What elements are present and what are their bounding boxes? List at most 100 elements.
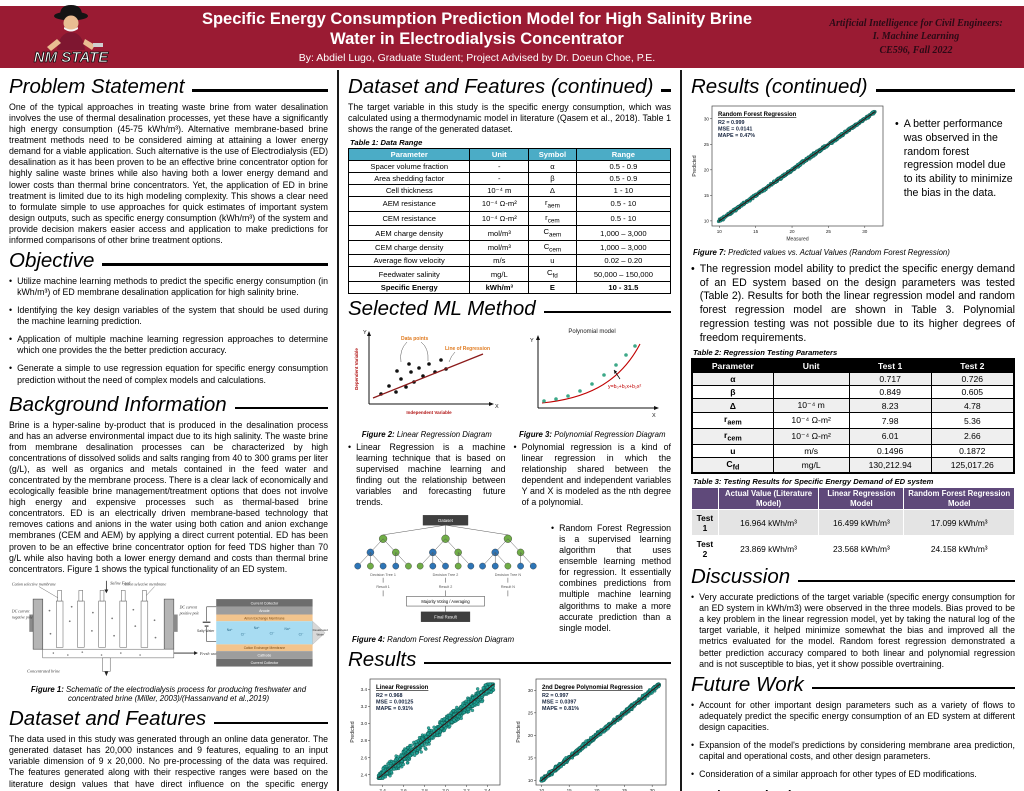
svg-text:Cl⁻: Cl⁻	[269, 631, 274, 635]
svg-text:DC current: DC current	[178, 605, 197, 609]
svg-text:20: 20	[789, 229, 795, 234]
svg-text:R2 = 0.999: R2 = 0.999	[718, 120, 745, 126]
table-cell: mol/m³	[469, 239, 530, 256]
table-cell: α	[528, 160, 577, 174]
table-cell: 23.568 kWh/m³	[818, 535, 905, 563]
section-heading-discussion: Discussion	[691, 565, 1015, 589]
svg-text:MSE = 0.00125: MSE = 0.00125	[376, 699, 413, 705]
svg-text:15: 15	[704, 193, 710, 198]
svg-text:25: 25	[622, 788, 628, 791]
svg-text:3.4: 3.4	[484, 788, 491, 791]
figure2-block: Y X Data points Line of Regression	[348, 324, 506, 442]
table-header-row: Actual Value (Literature Model) Linear Re…	[691, 487, 1015, 511]
table-row: CEM resistance 10⁻⁴ Ω-m² rcem 0.5 - 10	[347, 210, 672, 227]
table-cell: 24.158 kWh/m³	[903, 535, 1015, 563]
dataset-text: The data used in this study was generate…	[9, 734, 328, 791]
figure3-block: Polynomial model Y X y=b₀+b₁x+b₂	[514, 324, 672, 442]
table-cell: CEM charge density	[347, 239, 471, 256]
course-line: CE596, Fall 2022	[879, 44, 953, 56]
svg-text:30: 30	[704, 116, 710, 121]
column-header: Random Forest Regression Model	[903, 487, 1015, 511]
svg-text:positive pole: positive pole	[178, 611, 199, 615]
svg-text:Cation Exchange Membrane: Cation Exchange Membrane	[243, 646, 285, 650]
table-cell: 16.499 kWh/m³	[818, 509, 905, 537]
svg-text:MSE = 0.0141: MSE = 0.0141	[718, 127, 752, 133]
table-cell: 130,212.94	[848, 456, 932, 474]
table-cell: β	[691, 385, 774, 400]
svg-text:DC current: DC current	[10, 609, 29, 613]
svg-text:15: 15	[528, 755, 534, 760]
svg-text:10: 10	[528, 778, 534, 783]
svg-text:Decision Tree N: Decision Tree N	[495, 573, 522, 577]
section-heading-background: Background Information	[9, 393, 328, 417]
column-left: Problem Statement One of the typical app…	[0, 70, 337, 791]
svg-text:Result 1: Result 1	[376, 585, 390, 589]
svg-text:10: 10	[539, 788, 545, 791]
svg-text:10: 10	[704, 219, 710, 224]
svg-text:negative pole: negative pole	[11, 615, 32, 619]
svg-text:Result 2: Result 2	[439, 585, 453, 589]
svg-text:Na⁺: Na⁺	[226, 628, 232, 632]
table-cell: 8.23	[848, 398, 932, 414]
table-cell: 1,000 – 3,000	[575, 239, 672, 256]
svg-text:Decision Tree 1: Decision Tree 1	[370, 573, 396, 577]
column-middle: Dataset and Features (continued) The tar…	[339, 70, 680, 791]
figure2-caption: Figure 2: Linear Regression Diagram	[361, 429, 492, 439]
bullet-regression-testing: • The regression model ability to predict…	[691, 262, 1015, 344]
svg-text:2.4: 2.4	[380, 788, 387, 791]
section-heading-dataset-continued: Dataset and Features (continued)	[348, 75, 671, 99]
table-cell: 0.717	[848, 372, 932, 387]
figure4-block: Dataset Decision Tree 1 Result 1 Decision T…	[348, 511, 543, 632]
table-row: β 0.849 0.605	[691, 385, 1015, 400]
table-cell: Cfd	[691, 456, 774, 474]
bullet-item: • Application of multiple machine learnin…	[9, 334, 328, 356]
svg-text:Saline Feed: Saline Feed	[110, 580, 131, 585]
table-cell: 0.1872	[930, 443, 1015, 458]
svg-text:Measured: Measured	[786, 237, 808, 243]
table-cell: 2.66	[930, 428, 1015, 445]
heading-rule	[875, 89, 1015, 92]
course-line: Artificial Intelligence for Civil Engine…	[829, 17, 1003, 29]
table-cell: 4.78	[930, 398, 1015, 414]
svg-text:2.6: 2.6	[401, 788, 408, 791]
table-cell: rcem	[528, 210, 577, 227]
svg-text:Current Collector: Current Collector	[250, 601, 278, 605]
table-cell: raem	[528, 196, 577, 212]
regression-testing-parameters-table: Parameter Unit Test 1 Test 2 α 0.717 0.726 β 0.8…	[691, 358, 1015, 475]
table-row: Test 1 16.964 kWh/m³ 16.499 kWh/m³ 17.099 k…	[691, 509, 1015, 537]
table-cell: mg/L	[772, 456, 850, 474]
section-heading-results-continued: Results (continued)	[691, 75, 1015, 99]
bullet-item: • Account for other important design para…	[691, 699, 1015, 732]
heading-rule	[214, 721, 328, 724]
table-cell: 1 - 10	[575, 184, 672, 198]
table-cell	[772, 372, 850, 387]
logo-text: NM STATE	[34, 49, 109, 66]
svg-text:Anode: Anode	[259, 609, 270, 613]
svg-text:Na⁺: Na⁺	[284, 627, 290, 631]
table-cell: 0.849	[848, 385, 932, 400]
svg-text:X: X	[652, 413, 656, 419]
svg-text:Final Result: Final Result	[434, 615, 457, 620]
svg-text:Predicted: Predicted	[692, 155, 698, 176]
table-row: Cfd mg/L 130,212.94 125,017.26	[691, 456, 1015, 474]
column-header: Parameter	[347, 148, 471, 162]
section-heading-results: Results	[348, 648, 671, 672]
table-cell: AEM charge density	[347, 225, 471, 241]
svg-text:3.0: 3.0	[443, 788, 450, 791]
data-range-table: Parameter Unit Symbol Range Spacer volume fr…	[347, 148, 672, 294]
section-heading-acknowledgement: Acknowledgement	[691, 787, 1015, 791]
svg-text:15: 15	[566, 788, 572, 791]
svg-text:Anion Exchange Membrane: Anion Exchange Membrane	[244, 616, 284, 620]
figure7-caption: Figure 7: Predicted values vs. Actual Va…	[693, 248, 950, 257]
svg-text:Line of Regression: Line of Regression	[445, 346, 490, 352]
figure3-caption: Figure 3: Polynomial Regression Diagram	[519, 429, 666, 439]
table-cell: 0.605	[930, 385, 1015, 400]
table-cell	[772, 385, 850, 400]
table-row: u m/s 0.1496 0.1872	[691, 443, 1015, 458]
column-header	[691, 487, 719, 511]
bullet-random-forest: • Random Forest Regression is a supervise…	[551, 523, 671, 633]
bullet-random-forest-performance: • A better performance was observed in th…	[895, 118, 1013, 199]
svg-text:y=b₀+b₁x+b₂x²: y=b₀+b₁x+b₂x²	[608, 384, 641, 390]
svg-text:Salty Water: Salty Water	[197, 629, 215, 633]
